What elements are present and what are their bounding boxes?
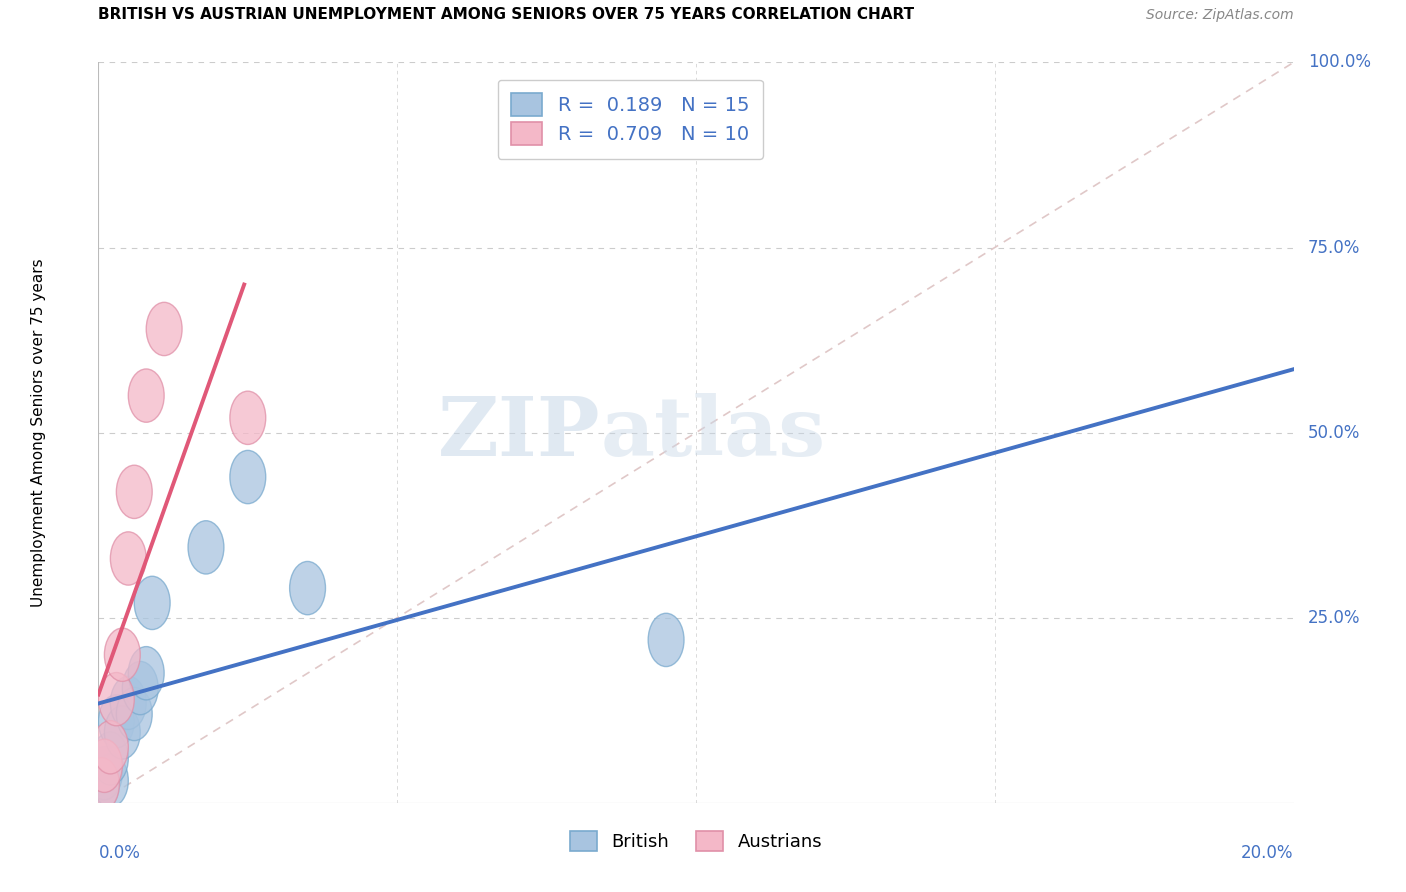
Ellipse shape <box>87 739 122 792</box>
Ellipse shape <box>83 757 120 811</box>
Ellipse shape <box>128 369 165 422</box>
Text: 20.0%: 20.0% <box>1241 844 1294 862</box>
Ellipse shape <box>98 673 135 726</box>
Ellipse shape <box>231 450 266 504</box>
Text: 0.0%: 0.0% <box>98 844 141 862</box>
Text: 50.0%: 50.0% <box>1308 424 1360 442</box>
Ellipse shape <box>648 614 685 666</box>
Ellipse shape <box>93 731 128 785</box>
Ellipse shape <box>128 647 165 700</box>
Ellipse shape <box>290 561 326 615</box>
Ellipse shape <box>93 754 128 807</box>
Text: atlas: atlas <box>600 392 825 473</box>
Text: Source: ZipAtlas.com: Source: ZipAtlas.com <box>1146 8 1294 21</box>
Ellipse shape <box>117 466 152 518</box>
Text: 75.0%: 75.0% <box>1308 238 1360 257</box>
Ellipse shape <box>188 521 224 574</box>
Text: 25.0%: 25.0% <box>1308 608 1361 627</box>
Ellipse shape <box>135 576 170 630</box>
Ellipse shape <box>98 695 135 748</box>
Ellipse shape <box>110 532 146 585</box>
Text: ZIP: ZIP <box>437 392 600 473</box>
Ellipse shape <box>146 302 183 356</box>
Ellipse shape <box>231 392 266 444</box>
Ellipse shape <box>104 628 141 681</box>
Ellipse shape <box>93 721 128 774</box>
Ellipse shape <box>104 706 141 759</box>
Ellipse shape <box>87 747 122 800</box>
Text: 100.0%: 100.0% <box>1308 54 1371 71</box>
Text: Unemployment Among Seniors over 75 years: Unemployment Among Seniors over 75 years <box>31 259 46 607</box>
Ellipse shape <box>83 757 120 811</box>
Ellipse shape <box>122 661 159 714</box>
Ellipse shape <box>110 676 146 730</box>
Ellipse shape <box>117 688 152 740</box>
Legend: British, Austrians: British, Austrians <box>561 822 831 861</box>
Text: BRITISH VS AUSTRIAN UNEMPLOYMENT AMONG SENIORS OVER 75 YEARS CORRELATION CHART: BRITISH VS AUSTRIAN UNEMPLOYMENT AMONG S… <box>98 7 914 21</box>
